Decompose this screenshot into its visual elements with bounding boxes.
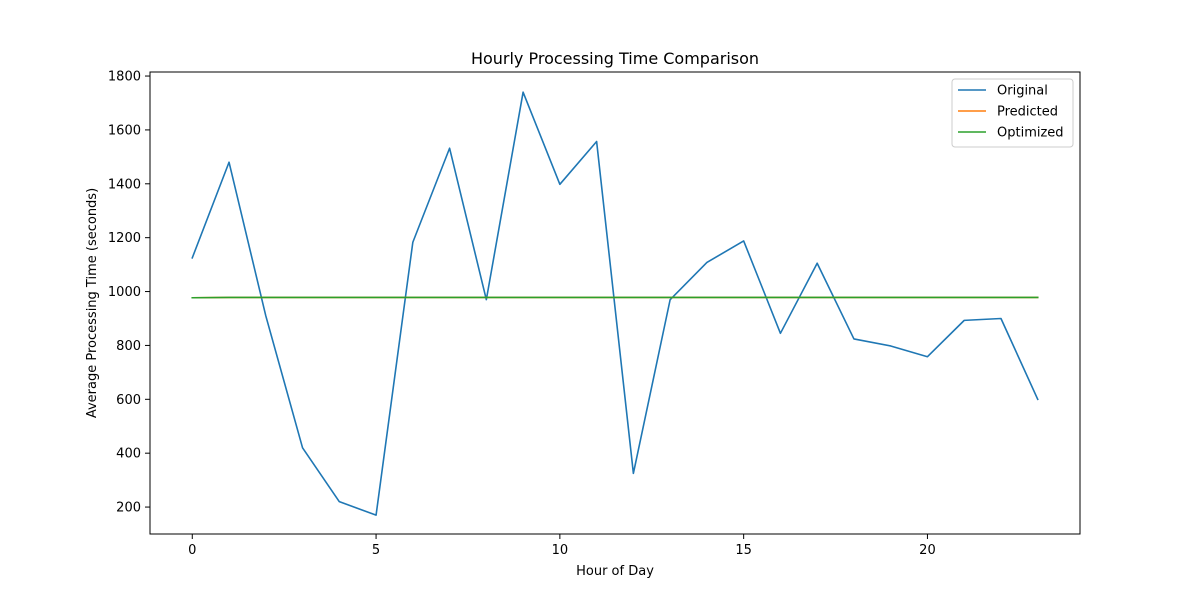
x-tick-label: 20 (919, 543, 936, 558)
y-tick-label: 1200 (108, 231, 141, 246)
plot-frame (149, 71, 1081, 535)
x-axis-label: Hour of Day (576, 564, 654, 579)
x-tick-label: 15 (735, 543, 752, 558)
legend-label-original: Original (997, 84, 1048, 99)
y-tick-label: 200 (116, 501, 141, 516)
y-tick-label: 1800 (108, 70, 141, 85)
y-axis-ticks: 200 400 600 800 1000 1200 1400 1600 1800 (108, 70, 150, 516)
x-axis-ticks: 0 5 10 15 20 (188, 534, 936, 558)
y-axis-label: Average Processing Time (seconds) (85, 188, 100, 418)
chart-title: Hourly Processing Time Comparison (471, 49, 759, 68)
y-tick-label: 400 (116, 447, 141, 462)
y-tick-label: 1600 (108, 123, 141, 138)
y-tick-label: 800 (116, 339, 141, 354)
legend-label-predicted: Predicted (997, 105, 1058, 120)
legend-box (951, 78, 1074, 148)
legend: Original Predicted Optimized (951, 78, 1074, 148)
y-tick-label: 600 (116, 393, 141, 408)
x-tick-label: 5 (372, 543, 380, 558)
x-tick-label: 10 (552, 543, 569, 558)
x-tick-label: 0 (188, 543, 196, 558)
y-tick-label: 1400 (108, 177, 141, 192)
y-tick-label: 1000 (108, 285, 141, 300)
legend-label-optimized: Optimized (997, 126, 1064, 141)
series-line-original (191, 91, 1039, 516)
series-lines (191, 91, 1039, 516)
